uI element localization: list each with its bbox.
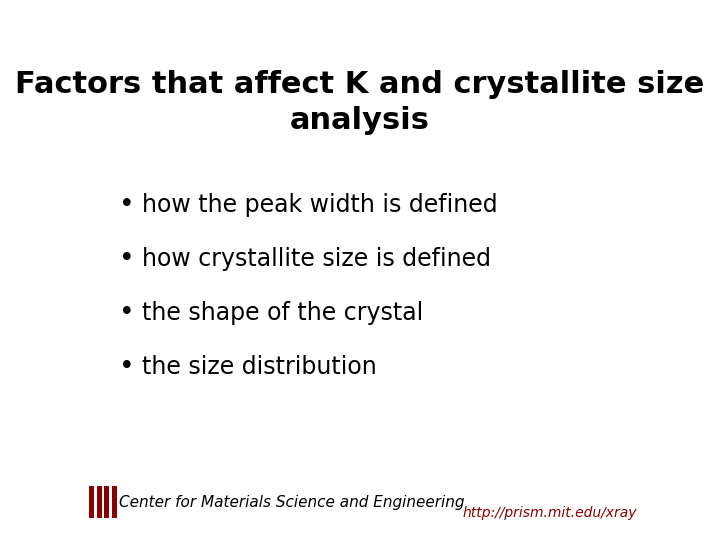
Text: http://prism.mit.edu/xray: http://prism.mit.edu/xray (462, 506, 636, 520)
Text: the shape of the crystal: the shape of the crystal (142, 301, 423, 325)
Text: Center for Materials Science and Engineering: Center for Materials Science and Enginee… (119, 495, 464, 510)
FancyBboxPatch shape (89, 486, 94, 518)
Text: Factors that affect K and crystallite size
analysis: Factors that affect K and crystallite si… (15, 70, 705, 135)
Text: how crystallite size is defined: how crystallite size is defined (142, 247, 491, 271)
Text: •: • (119, 192, 134, 218)
Text: the size distribution: the size distribution (142, 355, 377, 379)
Text: •: • (119, 300, 134, 326)
FancyBboxPatch shape (104, 486, 109, 518)
Text: how the peak width is defined: how the peak width is defined (142, 193, 498, 217)
Text: •: • (119, 354, 134, 380)
FancyBboxPatch shape (112, 486, 117, 518)
FancyBboxPatch shape (96, 486, 102, 518)
Text: •: • (119, 246, 134, 272)
